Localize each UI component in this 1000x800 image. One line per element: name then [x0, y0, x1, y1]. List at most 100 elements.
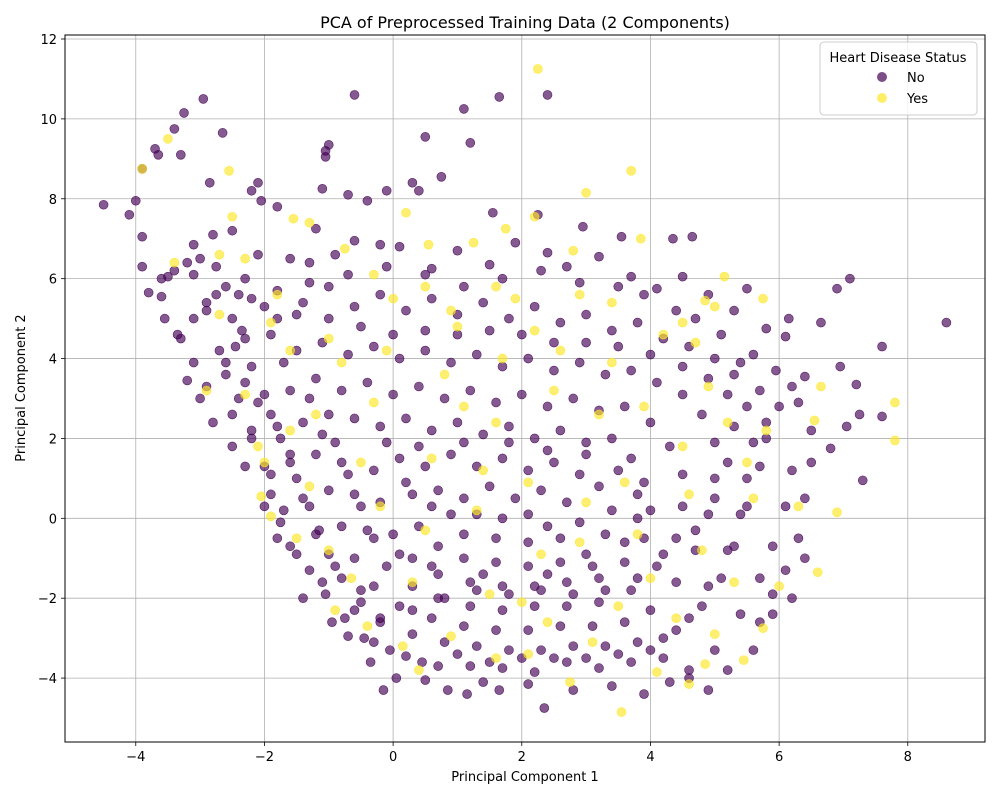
data-point-no	[555, 317, 566, 328]
data-point-no	[362, 377, 373, 388]
data-point-yes	[619, 477, 630, 488]
data-point-no	[619, 557, 630, 568]
data-point-no	[491, 625, 501, 635]
data-point-no	[465, 138, 476, 148]
data-point-no	[722, 457, 733, 468]
data-point-no	[851, 379, 862, 390]
y-tick-label: −4	[38, 672, 57, 687]
data-point-no	[742, 283, 752, 294]
data-point-no	[607, 681, 617, 691]
data-point-no	[195, 253, 205, 264]
data-point-no	[188, 239, 199, 250]
data-point-no	[581, 309, 591, 320]
data-point-no	[703, 509, 714, 520]
data-point-no	[343, 631, 353, 641]
data-point-no	[516, 389, 527, 400]
data-point-no	[600, 529, 611, 540]
data-point-yes	[677, 317, 688, 328]
data-point-no	[484, 259, 495, 270]
data-point-no	[285, 253, 295, 264]
data-point-no	[459, 493, 469, 504]
data-point-yes	[401, 207, 411, 218]
data-point-no	[436, 171, 447, 182]
data-point-no	[298, 417, 308, 428]
data-point-yes	[832, 507, 842, 518]
data-point-no	[459, 437, 469, 448]
data-point-yes	[340, 243, 350, 254]
data-point-yes	[311, 409, 321, 420]
data-point-no	[221, 281, 231, 292]
data-point-no	[771, 365, 781, 376]
data-point-no	[385, 645, 395, 655]
data-point-no	[549, 653, 559, 663]
data-point-no	[323, 409, 334, 420]
data-point-no	[478, 297, 488, 308]
data-point-no	[523, 509, 534, 520]
data-point-no	[433, 569, 443, 580]
x-axis-label: Principal Component 1	[451, 770, 598, 785]
data-point-no	[613, 281, 624, 292]
data-point-no	[459, 529, 469, 540]
data-point-no	[671, 305, 681, 316]
data-point-yes	[529, 325, 540, 336]
data-point-no	[722, 665, 733, 675]
data-point-no	[137, 261, 148, 272]
data-point-yes	[533, 64, 543, 74]
data-point-yes	[729, 577, 739, 588]
data-point-yes	[285, 425, 295, 436]
data-point-no	[854, 409, 865, 420]
data-point-yes	[516, 597, 527, 607]
data-point-no	[555, 533, 566, 544]
data-point-no	[349, 90, 360, 100]
data-point-no	[761, 433, 772, 444]
data-point-no	[343, 469, 353, 480]
data-point-no	[761, 323, 772, 334]
data-point-no	[516, 329, 527, 340]
data-point-yes	[581, 497, 591, 508]
data-point-no	[536, 645, 546, 655]
data-point-no	[497, 273, 508, 284]
data-point-yes	[594, 409, 604, 420]
x-tick-label: −4	[126, 750, 145, 765]
data-point-no	[504, 437, 514, 448]
data-point-no	[542, 445, 553, 456]
data-point-no	[426, 501, 437, 512]
data-point-no	[388, 329, 398, 340]
data-point-no	[381, 437, 392, 448]
data-point-no	[163, 271, 173, 282]
data-point-no	[240, 273, 250, 284]
data-point-yes	[684, 489, 694, 500]
data-point-no	[266, 409, 276, 420]
data-point-no	[767, 609, 778, 619]
data-point-yes	[201, 385, 212, 396]
data-point-no	[414, 381, 424, 392]
data-point-no	[652, 561, 662, 572]
data-point-no	[323, 485, 334, 496]
data-point-no	[375, 617, 386, 627]
data-point-no	[188, 357, 199, 368]
data-point-no	[626, 657, 636, 667]
data-point-no	[709, 437, 720, 448]
legend-label-no: No	[907, 71, 925, 86]
data-point-yes	[616, 707, 627, 717]
data-point-no	[365, 657, 376, 667]
data-point-no	[378, 685, 389, 695]
data-point-no	[626, 585, 636, 596]
data-point-yes	[459, 401, 469, 412]
data-point-no	[298, 493, 308, 504]
data-point-no	[259, 301, 270, 312]
data-point-no	[594, 597, 604, 607]
data-point-yes	[169, 257, 180, 268]
data-point-no	[369, 581, 379, 592]
data-point-yes	[758, 293, 768, 304]
data-point-no	[291, 473, 302, 484]
data-point-no	[568, 641, 579, 651]
data-point-no	[233, 289, 244, 300]
data-point-yes	[323, 333, 334, 344]
data-point-no	[381, 261, 392, 272]
data-point-yes	[478, 465, 488, 476]
data-point-yes	[738, 655, 749, 665]
data-point-no	[182, 257, 193, 268]
data-point-no	[574, 277, 585, 288]
data-point-no	[581, 449, 591, 460]
